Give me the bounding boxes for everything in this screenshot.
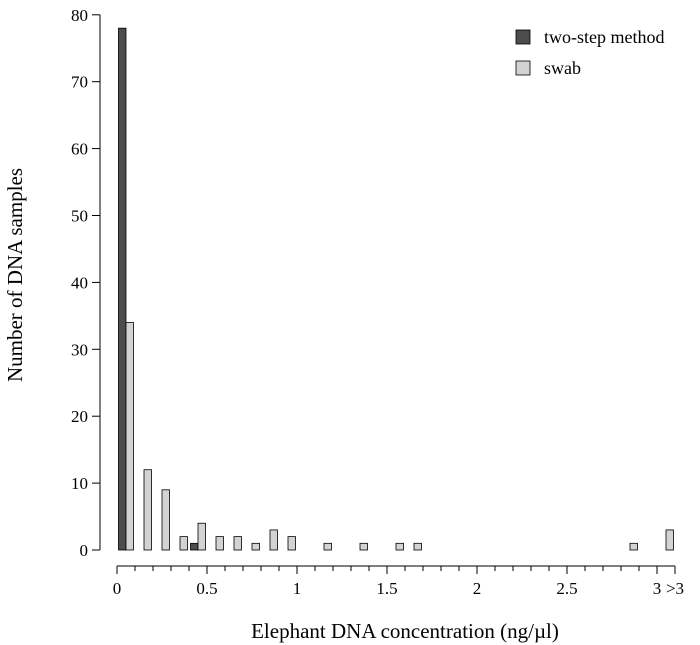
swab-bar xyxy=(269,529,278,551)
legend-label: two-step method xyxy=(544,27,664,47)
swab-bar xyxy=(197,522,206,551)
x-tick-label: 2 xyxy=(473,579,482,598)
legend: two-step method swab xyxy=(515,27,664,78)
two-step-bar xyxy=(118,27,127,551)
legend-label: swab xyxy=(544,58,581,78)
x-tick-label: 3 xyxy=(653,579,662,598)
y-tick-label: 20 xyxy=(71,407,88,426)
swab-bar xyxy=(323,542,332,551)
swab-bar xyxy=(215,536,224,551)
swab-bar xyxy=(179,536,188,551)
x-tick-label: 1.5 xyxy=(376,579,397,598)
x-axis: 0 0.5 1 1.5 2 2.5 3 >3 xyxy=(113,565,684,598)
swab-bar xyxy=(125,322,134,551)
y-tick-label: 80 xyxy=(71,6,88,25)
y-axis: 0 10 20 30 40 50 60 70 80 xyxy=(71,6,101,560)
swab-bar xyxy=(251,542,260,551)
legend-swatch xyxy=(515,60,531,76)
swab-bar xyxy=(665,529,674,551)
y-tick-label: 50 xyxy=(71,207,88,226)
y-tick-label: 70 xyxy=(71,73,88,92)
swab-bar xyxy=(629,542,638,551)
y-tick-label: 60 xyxy=(71,140,88,159)
swab-bar xyxy=(359,542,368,551)
x-tick-label: 0.5 xyxy=(196,579,217,598)
two-step-bar xyxy=(190,542,199,551)
y-tick-label: 0 xyxy=(80,541,89,560)
y-tick-label: 30 xyxy=(71,340,88,359)
swab-bar xyxy=(287,536,296,551)
swab-bar xyxy=(233,536,242,551)
swab-bar xyxy=(413,542,422,551)
x-tick-label: 1 xyxy=(293,579,302,598)
x-tick-label: 0 xyxy=(113,579,122,598)
swab-bar xyxy=(161,489,170,551)
x-tick-label: >3 xyxy=(666,579,684,598)
legend-swatch xyxy=(515,29,531,45)
swab-bar xyxy=(395,542,404,551)
y-tick-label: 10 xyxy=(71,474,88,493)
y-axis-title: Number of DNA samples xyxy=(3,168,27,382)
swab-bar xyxy=(143,469,152,551)
x-tick-label: 2.5 xyxy=(556,579,577,598)
bars xyxy=(118,27,674,551)
y-tick-label: 40 xyxy=(71,273,88,292)
x-axis-title: Elephant DNA concentration (ng/µl) xyxy=(251,619,559,643)
